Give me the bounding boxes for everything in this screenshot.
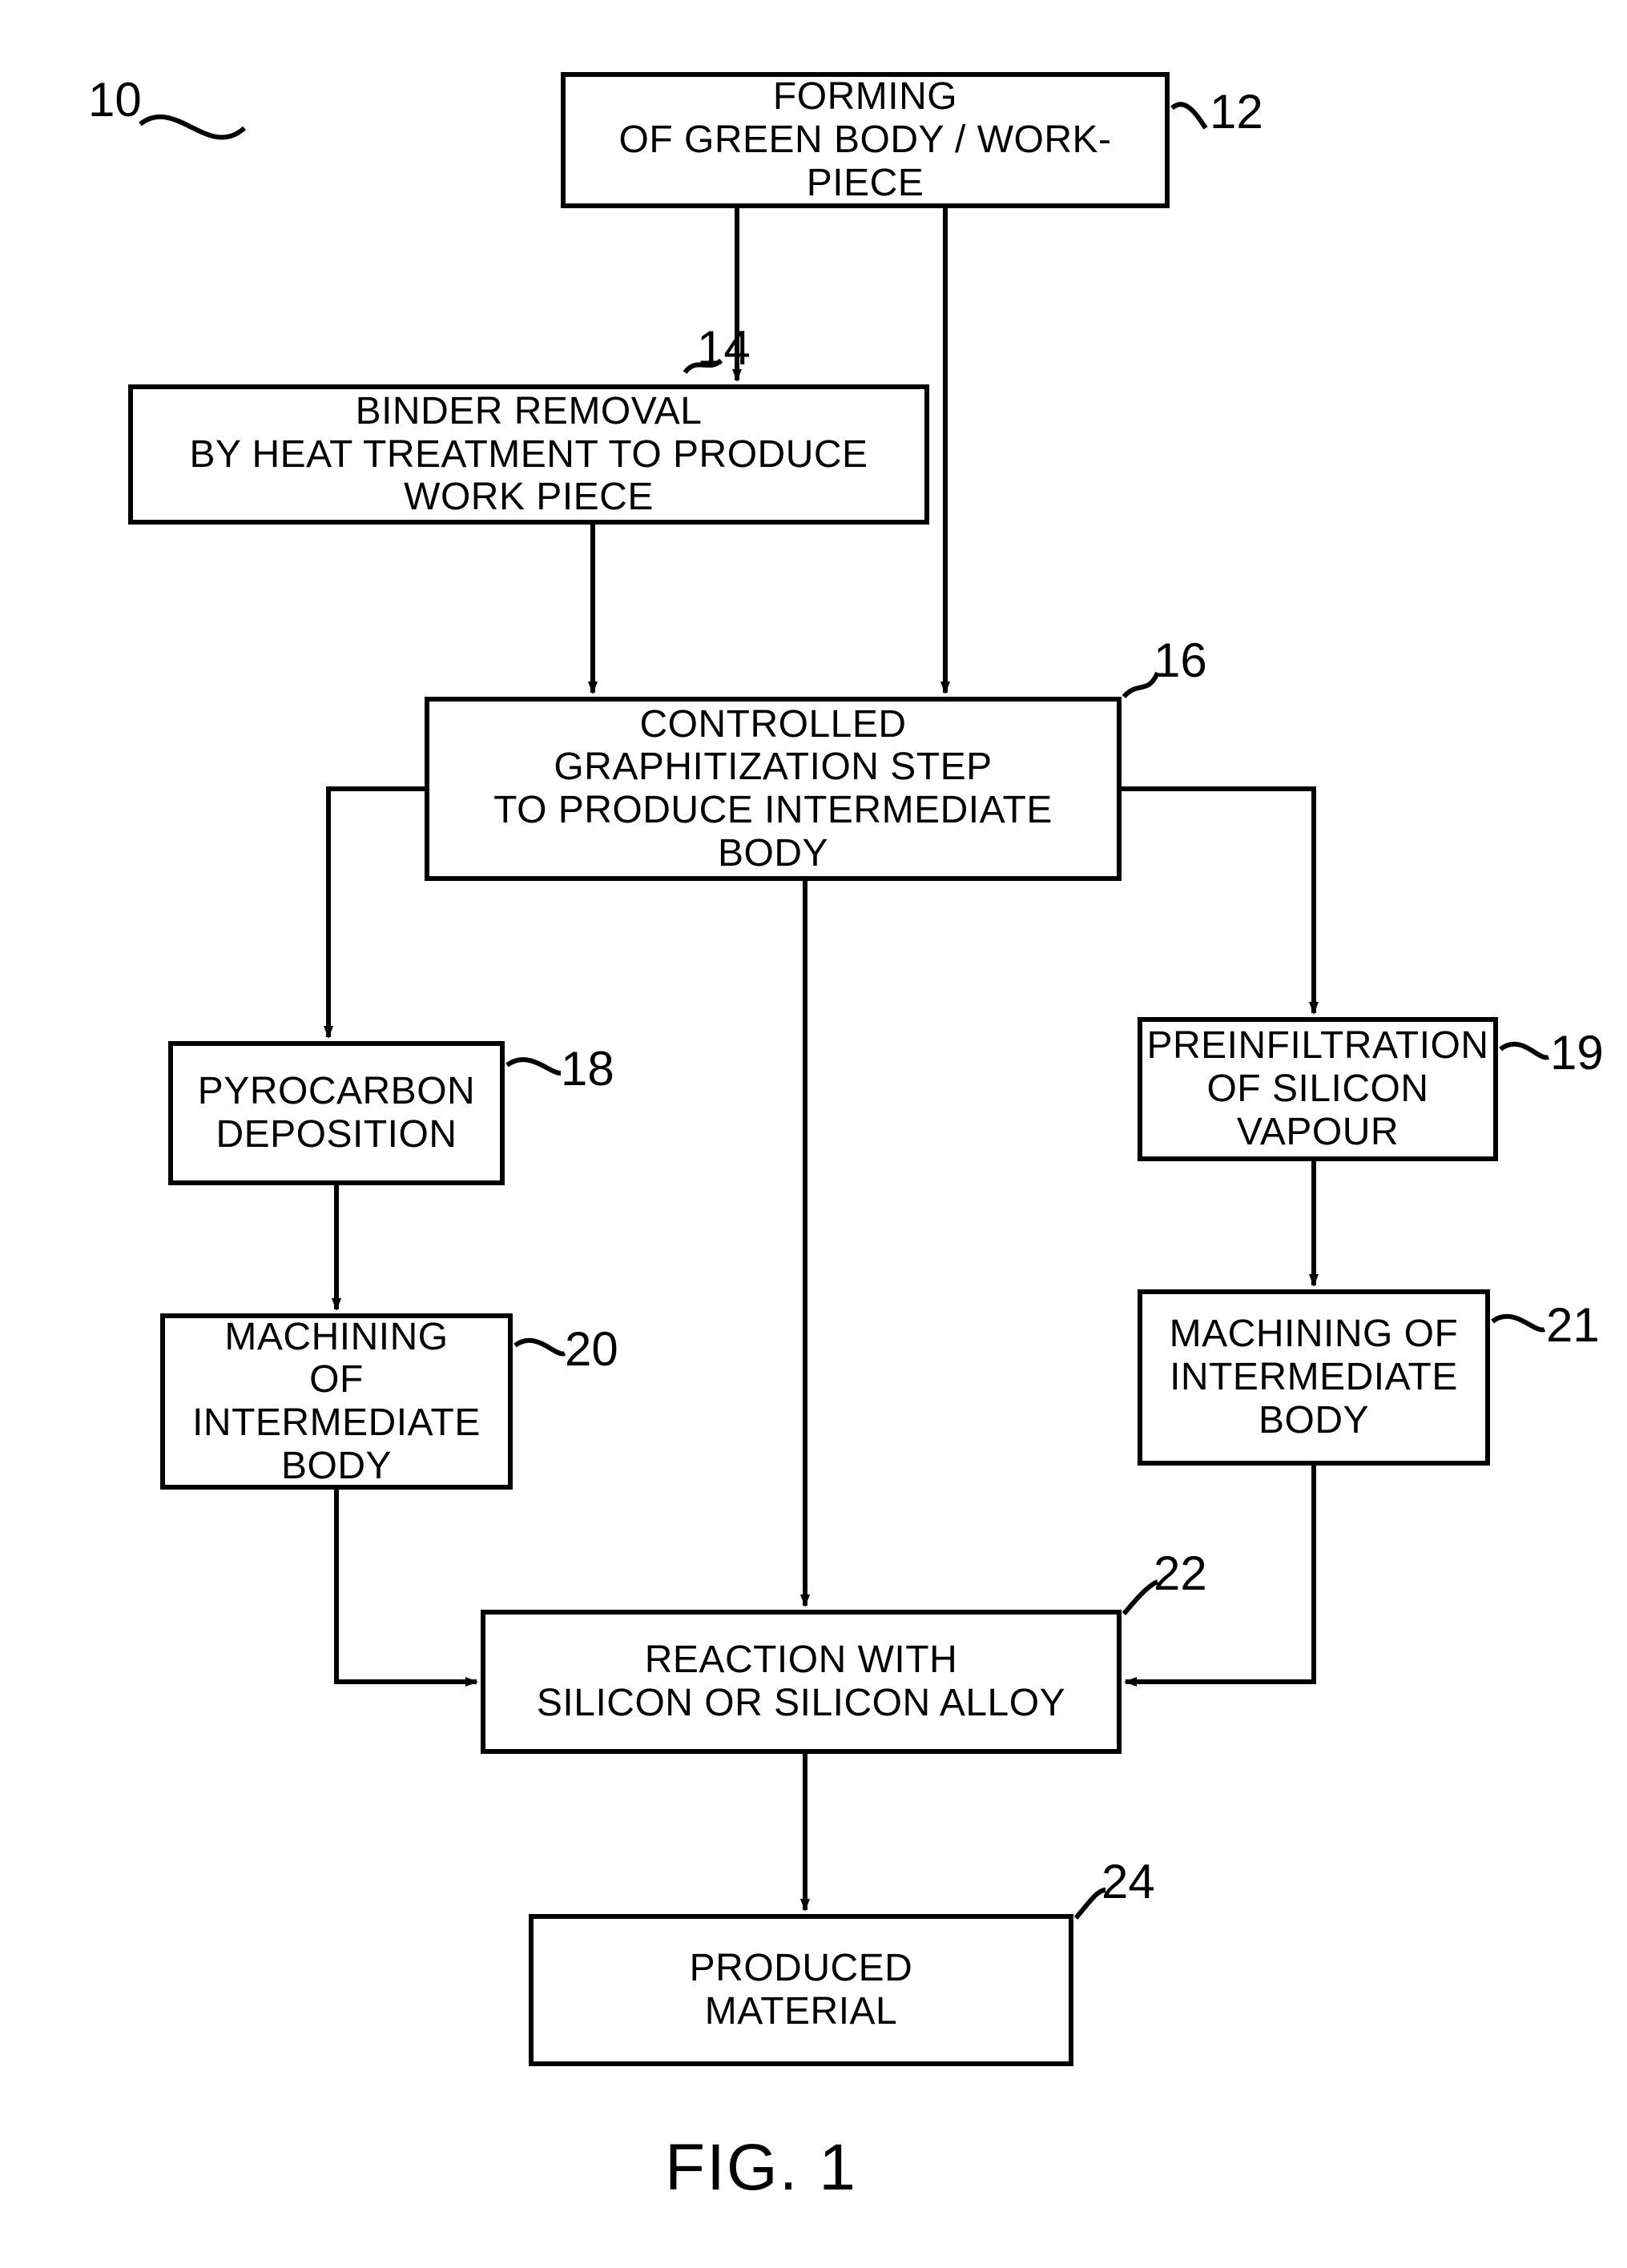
node-forming: FORMING OF GREEN BODY / WORK-PIECE [561, 72, 1170, 208]
node-text: SILICON OR SILICON ALLOY [537, 1682, 1065, 1725]
ref-24: 24 [1101, 1854, 1155, 1909]
node-text: BODY [1259, 1399, 1369, 1442]
node-reaction: REACTION WITH SILICON OR SILICON ALLOY [481, 1610, 1122, 1754]
ref-22: 22 [1154, 1546, 1207, 1601]
node-text: REACTION WITH [645, 1639, 957, 1682]
node-text: FORMING [773, 75, 957, 119]
ref-18: 18 [561, 1041, 614, 1096]
node-text: GRAPHITIZATION STEP [554, 746, 992, 789]
node-text: TO PRODUCE INTERMEDIATE BODY [437, 789, 1109, 875]
node-text: OF GREEN BODY / WORK-PIECE [574, 119, 1157, 205]
node-text: MACHINING OF [1170, 1313, 1459, 1356]
node-text: MACHINING [224, 1316, 448, 1359]
node-text: OF INTERMEDIATE [173, 1358, 500, 1445]
node-text: PYROCARBON [198, 1070, 475, 1113]
node-text: BY HEAT TREATMENT TO PRODUCE WORK PIECE [141, 433, 916, 520]
node-text: PREINFILTRATION [1146, 1024, 1488, 1068]
ref-14: 14 [697, 320, 751, 376]
node-text: CONTROLLED [639, 703, 906, 746]
node-graphitization: CONTROLLED GRAPHITIZATION STEP TO PRODUC… [425, 697, 1122, 881]
node-binder-removal: BINDER REMOVAL BY HEAT TREATMENT TO PROD… [128, 384, 929, 525]
node-text: PRODUCED [690, 1947, 913, 1990]
ref-20: 20 [565, 1321, 618, 1377]
ref-16: 16 [1154, 633, 1207, 688]
ref-21: 21 [1546, 1297, 1600, 1353]
ref-10: 10 [88, 72, 142, 127]
node-text: BODY [281, 1445, 392, 1488]
ref-12: 12 [1210, 84, 1263, 139]
node-text: OF SILICON VAPOUR [1150, 1068, 1485, 1154]
node-text: MATERIAL [705, 1990, 897, 2033]
node-produced: PRODUCED MATERIAL [529, 1914, 1073, 2066]
node-machining-left: MACHINING OF INTERMEDIATE BODY [160, 1313, 513, 1490]
node-machining-right: MACHINING OF INTERMEDIATE BODY [1138, 1289, 1490, 1466]
node-preinfiltration: PREINFILTRATION OF SILICON VAPOUR [1138, 1017, 1498, 1161]
node-text: INTERMEDIATE [1170, 1356, 1458, 1399]
node-text: BINDER REMOVAL [356, 390, 703, 433]
ref-19: 19 [1550, 1025, 1604, 1080]
node-text: DEPOSITION [215, 1113, 457, 1156]
figure-label: FIG. 1 [665, 2130, 857, 2206]
node-pyrocarbon: PYROCARBON DEPOSITION [168, 1041, 505, 1185]
